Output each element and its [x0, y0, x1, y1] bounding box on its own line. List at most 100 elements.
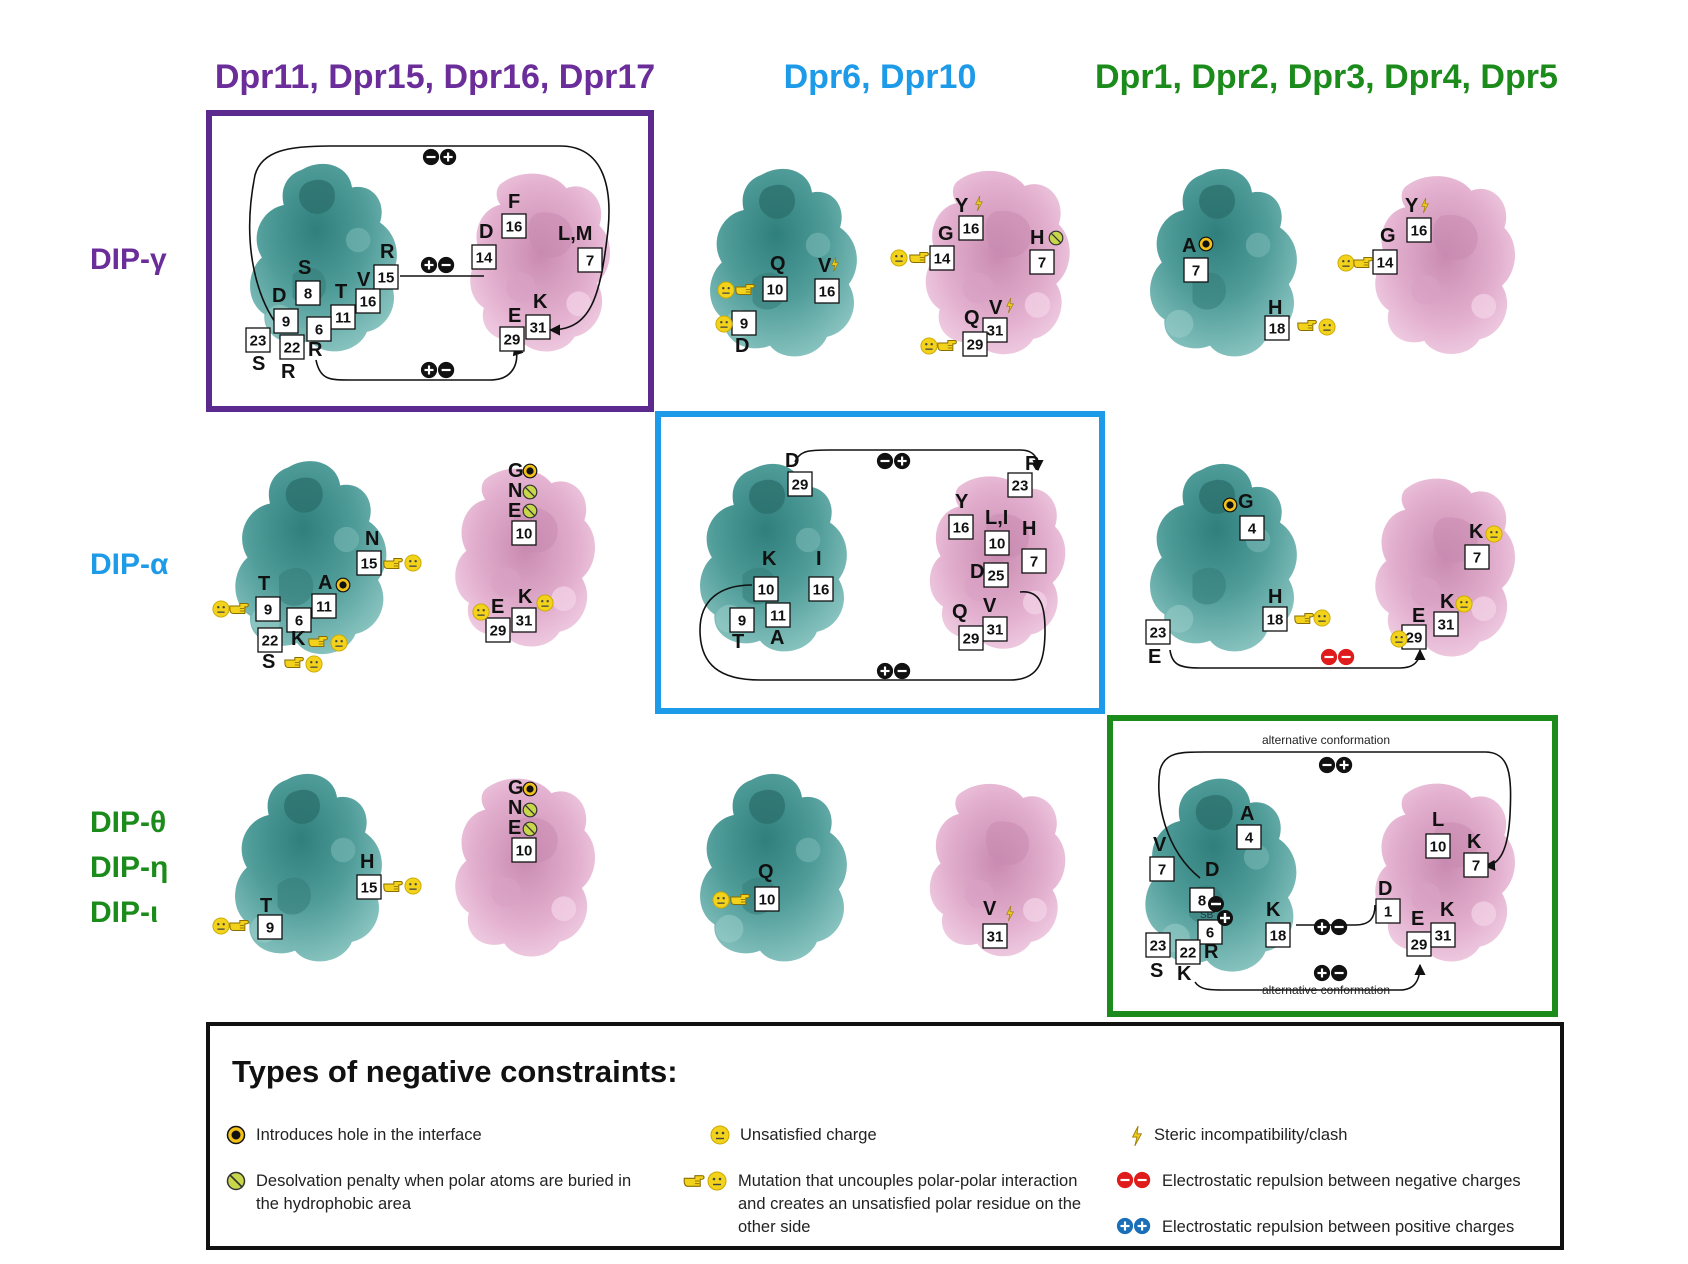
legend-item-steric-clash: Steric incompatibility/clash	[1130, 1124, 1550, 1147]
positive-repulsion-icon	[1116, 1217, 1151, 1235]
svg-text:16: 16	[1411, 223, 1428, 240]
residue-letter: V	[983, 898, 997, 920]
svg-text:16: 16	[813, 582, 830, 599]
svg-text:31: 31	[530, 320, 547, 337]
svg-text:7: 7	[1473, 550, 1481, 567]
svg-text:31: 31	[1438, 617, 1455, 634]
svg-text:7: 7	[586, 253, 594, 270]
svg-text:31: 31	[987, 929, 1004, 946]
column-header-dpr6-group: Dpr6, Dpr10	[783, 58, 977, 96]
residue-letter: Q	[952, 601, 968, 623]
charge-pair-icon	[1313, 964, 1348, 982]
svg-text:16: 16	[953, 520, 970, 537]
residue-letter: Y	[1405, 195, 1419, 217]
residue-number-box: 31	[511, 607, 537, 633]
legend-text: Electrostatic repulsion between negative…	[1162, 1172, 1521, 1190]
residue-letter: E	[1411, 908, 1424, 930]
svg-text:14: 14	[1377, 255, 1394, 272]
residue-number-box: 31	[1430, 922, 1456, 948]
svg-text:31: 31	[987, 323, 1004, 340]
hole-icon	[522, 463, 538, 479]
row-label: DIP-η	[90, 851, 169, 884]
residue-number-box: 29	[787, 471, 813, 497]
legend-item-hole: Introduces hole in the interface	[226, 1124, 646, 1147]
negative-repulsion-icon	[1320, 648, 1355, 666]
residue-number-box: 29	[1406, 931, 1432, 957]
residue-letter: D	[970, 561, 984, 583]
uncoupled-polar-icon	[683, 1171, 727, 1191]
svg-text:29: 29	[1411, 937, 1428, 954]
svg-text:22: 22	[262, 633, 279, 650]
residue-number-box: 9	[273, 308, 299, 334]
residue-number-box: 10	[762, 276, 788, 302]
svg-text:7: 7	[1038, 255, 1046, 272]
residue-letter: T	[258, 573, 270, 595]
residue-number-box: 29	[485, 617, 511, 643]
svg-text:16: 16	[506, 219, 523, 236]
svg-text:16: 16	[963, 221, 980, 238]
residue-number-box: 29	[962, 331, 988, 357]
unsatisfied-charge-icon	[472, 603, 490, 621]
residue-letter: R	[380, 241, 395, 263]
residue-letter: K	[291, 628, 306, 650]
svg-text:10: 10	[1430, 839, 1447, 856]
svg-text:14: 14	[934, 251, 951, 268]
residue-letter: R	[308, 339, 323, 361]
unsatisfied-charge-icon	[305, 655, 323, 673]
svg-text:7: 7	[1192, 263, 1200, 280]
residue-letter: L,M	[558, 223, 592, 245]
hole-icon	[1198, 236, 1214, 252]
residue-number-box: 7	[1183, 257, 1209, 283]
svg-text:18: 18	[1270, 928, 1287, 945]
residue-number-box: 16	[355, 288, 381, 314]
residue-letter: D	[785, 450, 799, 472]
residue-letter: G	[1380, 225, 1396, 247]
interaction-connectors	[248, 145, 1512, 991]
residue-letter: H	[1022, 518, 1036, 540]
residue-number-box: 7	[1464, 544, 1490, 570]
svg-text:23: 23	[1150, 938, 1167, 955]
residue-number-box: 18	[1264, 315, 1290, 341]
residue-letter: E	[1148, 646, 1161, 668]
unsatisfied-charge-icon	[920, 337, 938, 355]
row-header-dip-alpha: DIP-α	[90, 542, 168, 587]
panel-dip-theta-dpr6	[700, 773, 1066, 962]
residue-number-box: 22	[1175, 939, 1201, 965]
svg-text:29: 29	[504, 332, 521, 349]
svg-text:10: 10	[516, 843, 533, 860]
hole-icon	[522, 781, 538, 797]
residue-letter: R	[1204, 941, 1219, 963]
residue-letter: A	[1182, 235, 1196, 257]
residue-letter: K	[762, 548, 777, 570]
svg-text:9: 9	[264, 602, 272, 619]
residue-letter: N	[508, 797, 522, 819]
svg-text:7: 7	[1472, 858, 1480, 875]
residue-number-box: 14	[471, 244, 497, 270]
residue-letter: G	[508, 460, 524, 482]
svg-text:14: 14	[476, 250, 493, 267]
residue-number-box: 31	[982, 616, 1008, 642]
charge-pair-icon	[422, 148, 457, 166]
legend-text: Steric incompatibility/clash	[1154, 1126, 1348, 1144]
legend-text: Unsatisfied charge	[740, 1126, 877, 1144]
residue-letter: V	[357, 269, 371, 291]
svg-text:9: 9	[282, 314, 290, 331]
svg-text:10: 10	[759, 892, 776, 909]
svg-text:29: 29	[967, 337, 984, 354]
pointing-hand-icon	[909, 251, 929, 264]
residue-letter: Q	[758, 861, 774, 883]
residue-letter: S	[252, 353, 265, 375]
residue-number-box: 10	[754, 886, 780, 912]
constraint-markers	[212, 195, 1503, 935]
svg-text:11: 11	[335, 310, 351, 327]
svg-text:9: 9	[738, 613, 746, 630]
svg-text:15: 15	[361, 880, 378, 897]
residue-letter: V	[989, 297, 1003, 319]
residue-number-box: 1	[1375, 898, 1401, 924]
residue-letter: K	[1469, 521, 1484, 543]
residue-letter: R	[281, 361, 296, 383]
residue-number-box: 10	[511, 520, 537, 546]
svg-text:22: 22	[284, 340, 301, 357]
residue-number-box: 16	[501, 213, 527, 239]
